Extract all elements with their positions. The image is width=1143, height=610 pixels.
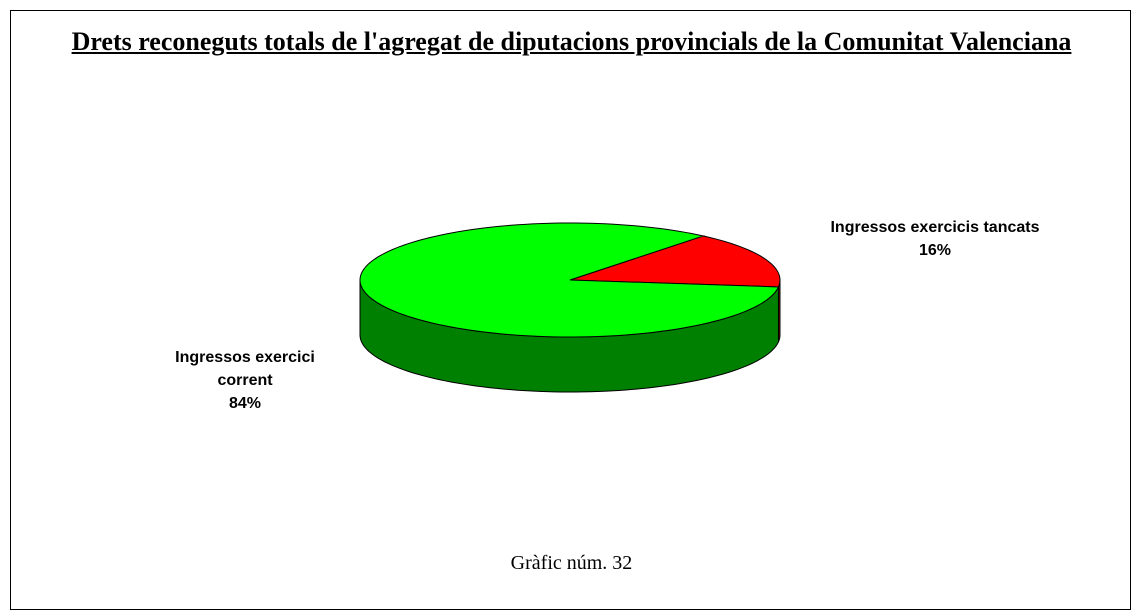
value-label: 84%	[228, 395, 262, 412]
slice-label: Ingressos exercicis tancats 16%	[820, 216, 1050, 262]
slice-label: Ingressos exercici corrent 84%	[130, 346, 360, 415]
value-label: 16%	[918, 242, 952, 259]
category-label: Ingressos exercici corrent	[175, 349, 315, 389]
chart-title: Drets reconeguts totals de l'agregat de …	[71, 27, 1072, 56]
category-label: Ingressos exercicis tancats	[830, 219, 1040, 236]
slice	[569, 235, 781, 288]
chart	[359, 222, 781, 393]
caption: Gràfic núm. 32	[510, 552, 633, 574]
slice	[359, 222, 780, 338]
page: Drets reconeguts totals de l'agregat de …	[10, 10, 1131, 610]
